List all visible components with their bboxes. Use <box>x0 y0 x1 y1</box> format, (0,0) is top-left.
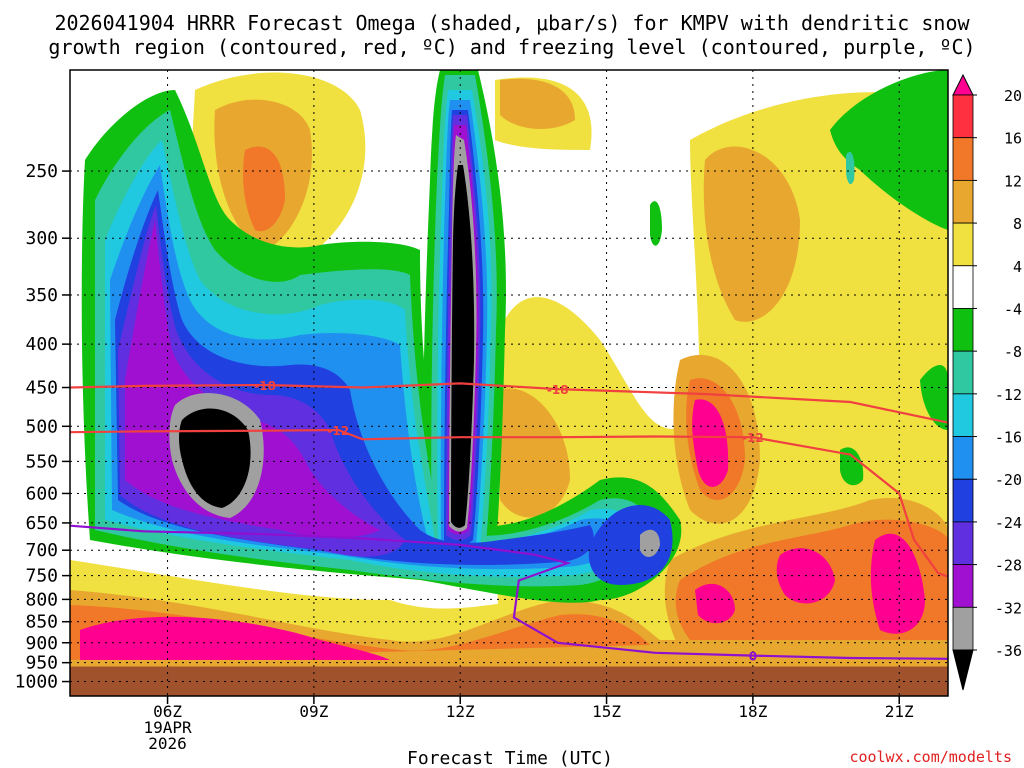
colorbar-label: -36 <box>995 642 1022 660</box>
chart-title-line2: growth region (contoured, red, ºC) and f… <box>48 35 975 59</box>
omega-region-magenta-3 <box>870 533 925 634</box>
x-axis-label: Forecast Time (UTC) <box>407 748 613 768</box>
colorbar-bin <box>952 350 974 395</box>
colorbar-bin <box>952 521 974 566</box>
x-tick-label: 12Z <box>446 702 475 721</box>
colorbar-bin <box>952 478 974 523</box>
y-tick-label: 600 <box>25 483 58 504</box>
omega-region-green-small3 <box>920 365 948 430</box>
y-tick-label: 750 <box>25 566 58 587</box>
dgz-minus12-label: -12 <box>742 431 764 445</box>
colorbar-bin <box>952 308 974 352</box>
y-tick-label: 900 <box>25 633 58 654</box>
y-tick-label: 850 <box>25 612 58 633</box>
x-tick-year: 2026 <box>148 734 187 753</box>
dgz-minus18-label: -18 <box>547 383 569 397</box>
colorbar-bin <box>952 393 974 437</box>
omega-region-darkorange-1 <box>243 146 285 232</box>
omega-region-teal-small <box>846 151 855 185</box>
omega-region-magenta-1 <box>692 399 729 487</box>
colorbar-bin <box>952 137 974 181</box>
colorbar-label: 4 <box>1013 258 1022 276</box>
colorbar-bin <box>952 436 974 480</box>
omega-region-green-small2 <box>840 447 864 486</box>
omega-region-orange-3 <box>500 388 570 518</box>
colorbar-bin <box>952 606 974 651</box>
colorbar-bin <box>952 265 974 309</box>
omega-region-magenta-4 <box>695 583 735 624</box>
omega-region-magenta-low <box>80 616 390 660</box>
colorbar-label: -32 <box>995 599 1022 617</box>
y-tick-label: 700 <box>25 540 58 561</box>
omega-shading: -18 -18 -12 -12 0 <box>70 70 948 696</box>
y-axis: 2503003504004505005506006507007508008509… <box>15 161 70 693</box>
colorbar-label: -12 <box>995 386 1022 404</box>
y-tick-label: 1000 <box>15 672 58 693</box>
contour-lines: -18 -18 -12 -12 0 <box>70 379 948 664</box>
omega-region-green-topright <box>830 70 948 230</box>
freezing-level-0-label: 0 <box>749 650 757 664</box>
omega-region-darkblue-right <box>588 505 673 585</box>
y-tick-label: 650 <box>25 513 58 534</box>
x-tick-label: 15Z <box>592 702 621 721</box>
chart-title-line1: 2026041904 HRRR Forecast Omega (shaded, … <box>54 11 970 35</box>
colorbar-bin <box>952 94 974 139</box>
y-tick-label: 550 <box>25 451 58 472</box>
y-tick-label: 950 <box>25 653 58 674</box>
y-tick-label: 350 <box>25 285 58 306</box>
plot-frame <box>69 69 949 697</box>
colorbar-top-arrow <box>952 73 974 96</box>
omega-region-orange-1 <box>500 78 575 130</box>
colorbar-label: -16 <box>995 429 1022 447</box>
colorbar-bottom-arrow <box>952 649 974 691</box>
colorbar-bin <box>952 222 974 267</box>
colorbar-label: 16 <box>1004 130 1022 148</box>
credit-text: coolwx.com/modelts <box>849 748 1012 766</box>
x-tick-label: 09Z <box>299 702 328 721</box>
omega-region-orange-2 <box>703 146 800 322</box>
colorbar-label: 8 <box>1013 215 1022 233</box>
y-tick-label: 400 <box>25 334 58 355</box>
dgz-minus18-line <box>70 382 948 424</box>
y-tick-label: 800 <box>25 589 58 610</box>
dgz-minus12-line <box>70 428 948 578</box>
omega-region-green-small1 <box>650 201 662 246</box>
colorbar-bin <box>952 179 974 224</box>
colorbar: 20 16 12 8 4 -4 -8 -12 -16 -20 -24 -28 -32 -36 <box>952 73 1022 691</box>
omega-region-black-left <box>179 408 251 508</box>
colorbar-bin <box>952 564 974 608</box>
colorbar-label: -24 <box>995 514 1022 532</box>
y-tick-label: 300 <box>25 228 58 249</box>
dgz-minus12-label: -12 <box>327 424 349 438</box>
ground-surface <box>70 666 948 696</box>
colorbar-label: -20 <box>995 471 1022 489</box>
colorbar-label: -4 <box>1004 300 1022 318</box>
x-tick-label: 18Z <box>738 702 767 721</box>
colorbar-label: 20 <box>1004 87 1022 105</box>
colorbar-label: 12 <box>1004 172 1022 190</box>
colorbar-label: -8 <box>1004 343 1022 361</box>
y-tick-label: 500 <box>25 416 58 437</box>
dgz-minus18-label: -18 <box>254 379 276 393</box>
x-tick-label: 21Z <box>885 702 914 721</box>
colorbar-label: -28 <box>995 557 1022 575</box>
x-tick-label: 06Z <box>153 702 182 721</box>
x-tick-date: 19APR <box>143 718 192 737</box>
y-tick-label: 450 <box>25 378 58 399</box>
y-tick-label: 250 <box>25 161 58 182</box>
freezing-level-0-line <box>70 524 948 660</box>
